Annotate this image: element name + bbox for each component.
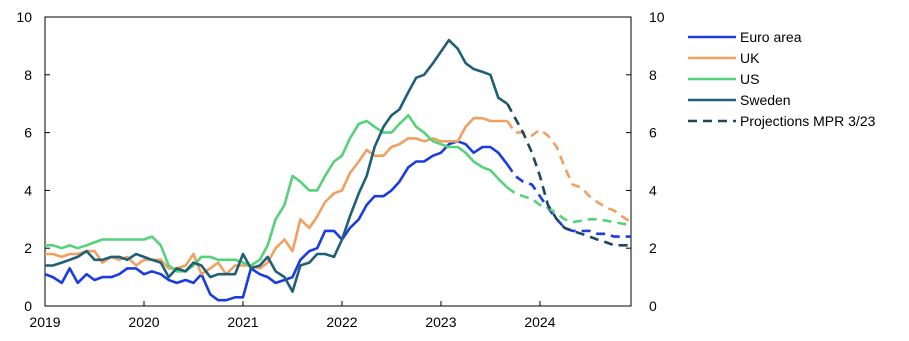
y-tick-label-left: 2	[24, 240, 32, 256]
series-line-uk	[45, 116, 508, 276]
y-tick-label-left: 6	[24, 125, 32, 141]
x-tick-label: 2022	[326, 314, 357, 330]
y-tick-label-right: 2	[649, 240, 657, 256]
y-tick-label-right: 6	[649, 125, 657, 141]
y-tick-label-left: 8	[24, 67, 32, 83]
series-line-uk-projection	[506, 120, 631, 224]
y-tick-label-right: 4	[649, 182, 657, 198]
legend-label: US	[740, 71, 759, 87]
y-tick-label-left: 4	[24, 182, 32, 198]
legend-label: Projections MPR 3/23	[740, 113, 876, 129]
series-layer	[45, 38, 631, 302]
legend: Euro area UK US Sweden Projections MPR 3/23	[688, 29, 876, 129]
series-line-us	[45, 114, 509, 273]
y-tick-label-right: 10	[649, 9, 665, 25]
y-tick-label-right: 0	[649, 298, 657, 314]
axes-layer: 0 0 2 2 4 4 6 6 8 8 10 10 2019 2020 2021 2022 2023 2024	[16, 9, 664, 330]
series-line-euro-area	[45, 140, 509, 302]
legend-label: UK	[740, 50, 760, 66]
series-line-sweden-projection	[506, 103, 631, 247]
x-tick-label: 2020	[128, 314, 159, 330]
x-tick-label: 2024	[524, 314, 555, 330]
y-tick-label-right: 8	[649, 67, 657, 83]
series-line-sweden	[45, 38, 509, 293]
x-tick-label: 2019	[29, 314, 60, 330]
legend-label: Euro area	[740, 29, 802, 45]
y-tick-label-left: 10	[16, 9, 32, 25]
legend-label: Sweden	[740, 92, 791, 108]
y-tick-label-left: 0	[24, 298, 32, 314]
x-tick-label: 2023	[425, 314, 456, 330]
x-tick-label: 2021	[227, 314, 258, 330]
series-line-us-projection	[506, 186, 631, 227]
plot-frame	[44, 16, 632, 307]
